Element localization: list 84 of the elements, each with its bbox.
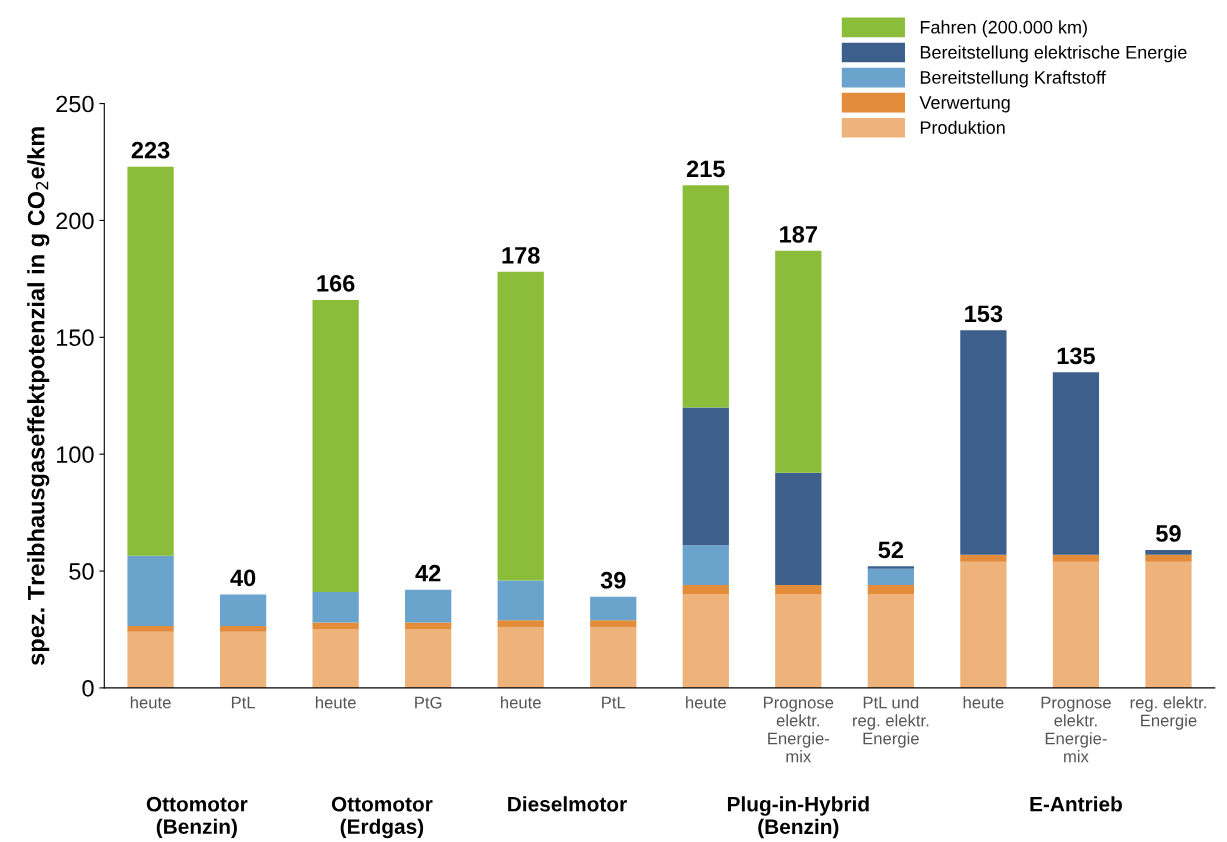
total-label: 135 xyxy=(1057,347,1095,365)
bar xyxy=(775,250,822,473)
bar xyxy=(1052,554,1100,562)
x-tick-label: PtL xyxy=(602,696,626,709)
total-label: 178 xyxy=(502,246,540,264)
total-label: 59 xyxy=(1156,525,1181,542)
bar xyxy=(1145,554,1192,562)
total-label: 215 xyxy=(686,160,725,178)
x-tick-label: reg. elektr. Energie xyxy=(1130,696,1206,730)
total-label: 153 xyxy=(965,305,1003,323)
bar xyxy=(497,620,544,628)
bar xyxy=(312,622,359,630)
bar xyxy=(682,185,729,408)
y-tick-label: 150 xyxy=(56,329,94,347)
bar xyxy=(867,566,914,569)
bar xyxy=(682,585,729,595)
y-tick-label: 0 xyxy=(82,679,94,697)
x-tick-label: PtG xyxy=(415,696,442,709)
text: Plug-in-Hybrid (Benzin) xyxy=(727,796,869,839)
bar xyxy=(590,596,637,621)
bar xyxy=(127,555,174,626)
total-label: 52 xyxy=(878,541,904,559)
bar xyxy=(405,589,452,623)
bar xyxy=(867,594,914,688)
bar xyxy=(312,592,359,623)
bar xyxy=(1052,372,1100,555)
bar xyxy=(682,594,729,688)
bar xyxy=(590,620,637,628)
bar xyxy=(1145,550,1192,555)
bar xyxy=(1145,561,1192,688)
bar xyxy=(960,561,1007,688)
text: E-Antrieb xyxy=(1030,796,1122,812)
bar xyxy=(219,594,267,626)
legend-label: Verwertung xyxy=(919,96,1010,113)
bar xyxy=(127,166,174,556)
x-tick-label: Prognose elektr. Energie- mix xyxy=(1041,696,1111,763)
bar xyxy=(405,629,452,688)
y-axis-title: spez. Treibhausgaseffektpotenzial in g CO$_{2}$e/km xyxy=(27,127,50,666)
bar xyxy=(682,407,729,546)
text: Ottomotor (Erdgas) xyxy=(331,796,433,839)
bar xyxy=(219,625,267,632)
bar xyxy=(590,627,637,688)
x-tick-label: PtL xyxy=(231,696,256,709)
bar xyxy=(867,568,914,586)
bar xyxy=(960,554,1007,562)
bar xyxy=(219,631,267,688)
bar xyxy=(127,631,174,688)
x-tick-label: Prognose elektr. Energie- mix xyxy=(764,696,834,763)
total-label: 40 xyxy=(230,569,256,587)
x-tick-label: heute xyxy=(963,696,1004,709)
bar xyxy=(127,625,174,632)
total-label: 187 xyxy=(780,225,817,243)
x-tick-label: heute xyxy=(130,696,171,709)
y-tick-label: 250 xyxy=(56,95,94,113)
bar xyxy=(497,580,544,621)
bar xyxy=(405,622,452,630)
total-label: 223 xyxy=(131,141,170,159)
legend-label: Bereitstellung Kraftstoff xyxy=(920,70,1106,88)
bar xyxy=(775,585,822,595)
text: Ottomotor (Benzin) xyxy=(146,796,248,839)
bar xyxy=(312,629,359,688)
bar xyxy=(682,545,729,586)
y-tick-label: 200 xyxy=(56,212,94,230)
y-tick-label: 50 xyxy=(69,563,94,580)
y-tick-label: 100 xyxy=(56,446,94,463)
bar xyxy=(775,594,822,688)
legend-label: Produktion xyxy=(920,120,1005,135)
total-label: 42 xyxy=(415,564,441,582)
legend-label: Fahren (200.000 km) xyxy=(920,20,1087,38)
x-tick-label: heute xyxy=(501,696,541,709)
bar xyxy=(867,585,914,595)
bar xyxy=(775,472,822,586)
bar xyxy=(497,627,544,688)
bar xyxy=(960,330,1007,555)
x-tick-label: PtL und reg. elektr. Energie xyxy=(853,696,929,748)
legend-label: Bereitstellung elektrische Energie xyxy=(920,45,1187,63)
text: Dieselmotor xyxy=(508,796,627,812)
total-label: 166 xyxy=(317,275,355,292)
x-tick-label: heute xyxy=(686,696,726,709)
x-tick-label: heute xyxy=(315,696,356,709)
bar xyxy=(497,271,544,581)
bar xyxy=(1052,561,1100,688)
total-label: 39 xyxy=(600,571,626,589)
bar xyxy=(312,299,359,593)
